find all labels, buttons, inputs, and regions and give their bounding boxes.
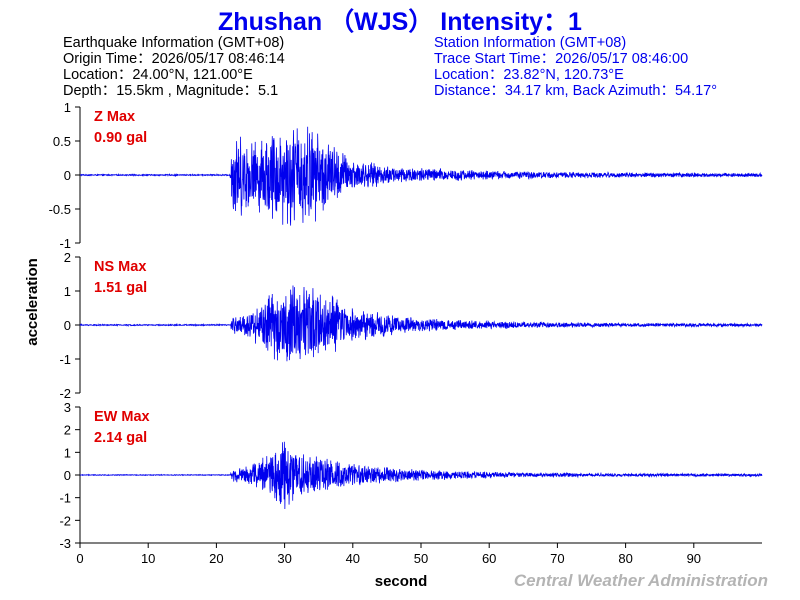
station-info-header: Station Information (GMT+08)	[434, 35, 627, 51]
waveform-z	[79, 126, 763, 226]
panel-max-value: 1.51 gal	[94, 280, 147, 296]
panel-ew: 3 2 1 0 -1 -2 -3 EW Max 2.14 gal	[59, 400, 763, 551]
y-tick-label: -0.5	[49, 202, 71, 217]
x-tick-label: 70	[550, 551, 564, 566]
panel-max-label: NS Max	[94, 259, 146, 275]
x-axis-label: second	[375, 573, 428, 590]
y-tick-label: 0.5	[53, 134, 71, 149]
trace-start-time: Trace Start Time：2026/05/17 08:46:00	[434, 51, 689, 67]
earthquake-info: Earthquake Information (GMT+08) Origin T…	[63, 35, 285, 99]
depth-magnitude: Depth：15.5km , Magnitude：5.1	[63, 83, 279, 99]
x-tick-label: 80	[618, 551, 632, 566]
x-tick-label: 0	[76, 551, 83, 566]
y-tick-label: 3	[64, 400, 71, 415]
y-tick-label: -2	[59, 386, 71, 401]
y-tick-label: 1	[64, 445, 71, 460]
chart-title: Zhushan （WJS） Intensity：1	[218, 8, 582, 36]
y-tick-label: -1	[59, 352, 71, 367]
y-tick-label: 0	[64, 468, 71, 483]
epicenter-location: Location：24.00°N, 121.00°E	[63, 67, 253, 83]
panels-group: 1 0.5 0 -0.5 -1 Z Max 0.90 gal 2 1 0 -1 -2 NS Max 1.5…	[49, 100, 763, 551]
x-tick-label: 90	[687, 551, 701, 566]
y-tick-label: -1	[59, 491, 71, 506]
y-tick-label: 1	[64, 284, 71, 299]
x-tick-label: 20	[209, 551, 223, 566]
station-info: Station Information (GMT+08) Trace Start…	[434, 35, 717, 99]
y-tick-label: -3	[59, 536, 71, 551]
y-tick-label: 0	[64, 168, 71, 183]
earthquake-info-header: Earthquake Information (GMT+08)	[63, 35, 285, 51]
x-tick-label: 30	[277, 551, 291, 566]
x-tick-label: 10	[141, 551, 155, 566]
x-axis: 0 10 20 30 40 50 60 70 80 90	[76, 542, 762, 566]
x-tick-label: 60	[482, 551, 496, 566]
distance-azimuth: Distance：34.17 km, Back Azimuth：54.17°	[434, 83, 718, 99]
y-tick-label: -2	[59, 513, 71, 528]
y-tick-label: 1	[64, 100, 71, 115]
y-tick-label: 0	[64, 318, 71, 333]
waveform-ns	[79, 285, 763, 362]
station-location: Location：23.82°N, 120.73°E	[434, 67, 624, 83]
panel-max-value: 0.90 gal	[94, 130, 147, 146]
panel-max-value: 2.14 gal	[94, 430, 147, 446]
y-tick-label: 2	[64, 423, 71, 438]
x-tick-label: 40	[346, 551, 360, 566]
panel-max-label: EW Max	[94, 409, 150, 425]
panel-ns: 2 1 0 -1 -2 NS Max 1.51 gal	[59, 250, 763, 401]
credit-text: Central Weather Administration	[514, 571, 768, 590]
origin-time: Origin Time：2026/05/17 08:46:14	[63, 51, 285, 67]
waveform-ew	[79, 441, 763, 510]
y-axis-label: acceleration	[24, 258, 41, 346]
panel-z: 1 0.5 0 -0.5 -1 Z Max 0.90 gal	[49, 100, 763, 251]
y-tick-label: 2	[64, 250, 71, 265]
panel-max-label: Z Max	[94, 109, 135, 125]
y-tick-label: -1	[59, 236, 71, 251]
x-tick-label: 50	[414, 551, 428, 566]
